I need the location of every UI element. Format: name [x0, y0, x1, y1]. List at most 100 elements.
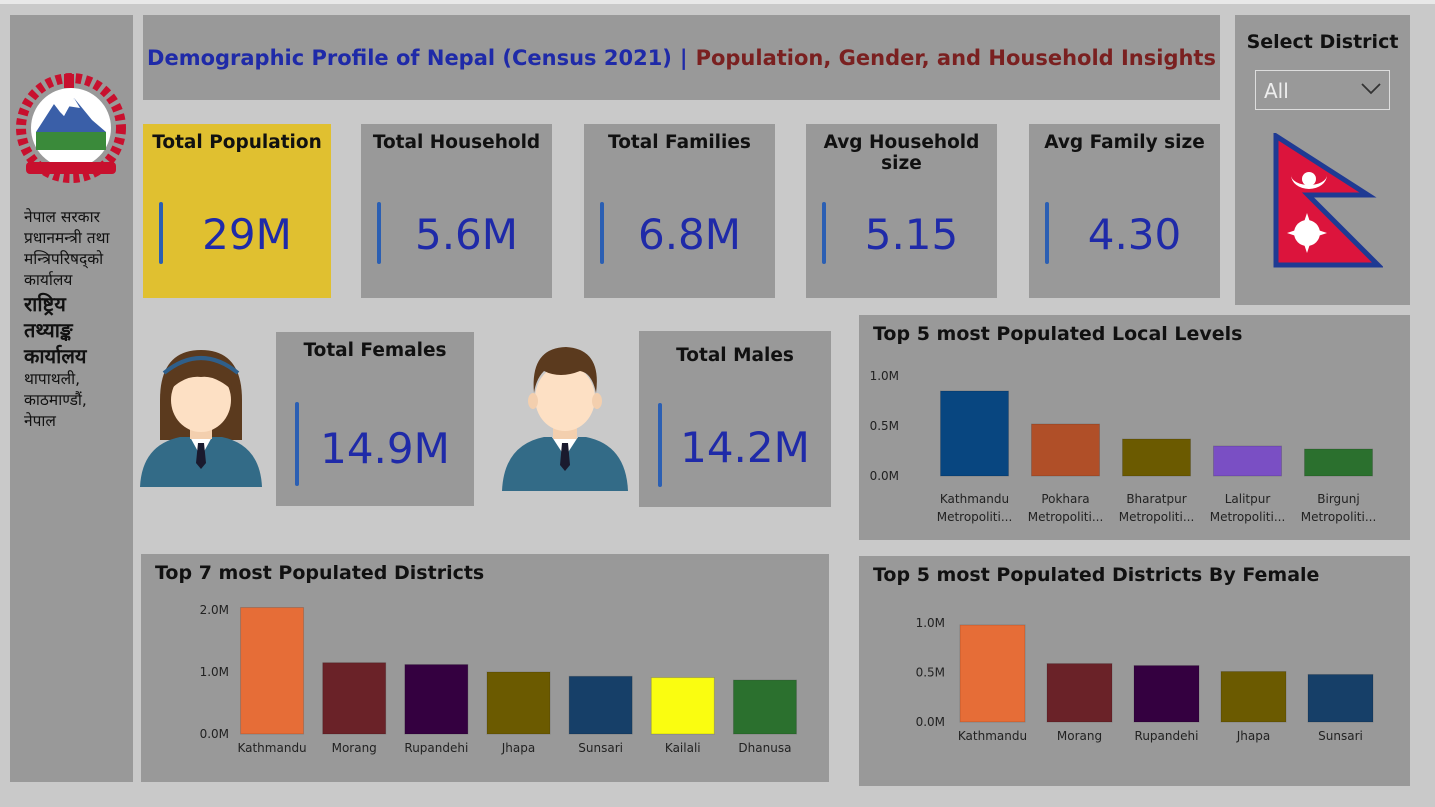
kpi-value: 14.9M [320, 424, 450, 473]
x-tick-label: Sunsari [578, 741, 623, 755]
title-main: Demographic Profile of Nepal (Census 202… [147, 45, 672, 70]
bar[interactable] [650, 677, 715, 735]
chart-title: Top 5 most Populated Districts By Female [873, 564, 1320, 586]
window-top-edge [0, 0, 1435, 4]
x-tick-label: Metropoliti... [1028, 510, 1104, 524]
office-line: प्रधानमन्त्री तथा [24, 229, 110, 247]
bar[interactable] [404, 664, 469, 735]
kpi-value: 5.15 [864, 210, 959, 259]
x-tick-label: Kailali [665, 741, 701, 755]
office-line: कार्यालय [24, 271, 73, 289]
kpi-value: 6.8M [637, 210, 742, 259]
x-tick-label: Jhapa [1236, 729, 1270, 743]
y-tick-label: 1.0M [200, 665, 229, 679]
bar[interactable] [732, 679, 797, 735]
bar[interactable] [1046, 663, 1113, 723]
kpi-label: Total Families [608, 132, 751, 153]
x-tick-label: Sunsari [1318, 729, 1363, 743]
left-sidebar: नेपाल सरकार प्रधानमन्त्री तथा मन्त्रिपरि… [10, 15, 133, 782]
bar[interactable] [1122, 438, 1191, 477]
office-line: नेपाल सरकार [24, 208, 100, 226]
bar[interactable] [240, 607, 305, 735]
bar[interactable] [322, 662, 387, 735]
address-line: थापाथली, [24, 370, 81, 388]
bar[interactable] [1220, 671, 1287, 723]
bar[interactable] [1031, 423, 1100, 477]
title-subtitle: Population, Gender, and Household Insigh… [695, 45, 1216, 70]
y-tick-label: 1.0M [870, 369, 899, 383]
y-tick-label: 0.5M [870, 419, 899, 433]
nepal-flag-icon [1273, 133, 1383, 268]
male-person-icon [502, 347, 628, 491]
y-tick-label: 0.5M [916, 666, 945, 680]
kpi-avg-household-size: Avg Household size 5.15 [806, 124, 997, 298]
y-tick-label: 0.0M [870, 469, 899, 483]
kpi-label: Avg Family size [1044, 132, 1205, 153]
district-filter-panel: Select District All [1235, 15, 1410, 305]
chart-plot: 0.0M 1.0M 2.0M Kathmandu Morang Rupandehi Jhap… [200, 603, 797, 755]
filter-label: Select District [1246, 31, 1399, 53]
x-tick-label: Metropoliti... [1119, 510, 1195, 524]
kpi-label: Total Household [372, 132, 541, 153]
kpi-value: 14.2M [680, 423, 810, 472]
kpi-value: 5.6M [414, 210, 519, 259]
address-line: नेपाल [24, 412, 56, 430]
x-tick-label: Rupandehi [1135, 729, 1199, 743]
dropdown-selected-value: All [1264, 79, 1289, 103]
bar[interactable] [568, 675, 633, 735]
x-tick-label: Jhapa [501, 741, 535, 755]
nepal-emblem-logo [16, 73, 126, 183]
bureau-name-line: राष्ट्रिय [24, 292, 66, 316]
bar[interactable] [959, 624, 1026, 723]
bureau-name-line: कार्यालय [24, 344, 87, 368]
kpi-value: 4.30 [1087, 210, 1182, 259]
y-tick-label: 0.0M [200, 727, 229, 741]
x-tick-label: Kathmandu [958, 729, 1027, 743]
kpi-total-household: Total Household 5.6M [361, 124, 552, 298]
office-name: नेपाल सरकार प्रधानमन्त्री तथा मन्त्रिपरि… [24, 207, 139, 432]
y-tick-label: 0.0M [916, 715, 945, 729]
y-tick-label: 2.0M [200, 603, 229, 617]
address-line: काठमाण्डौं, [24, 391, 87, 409]
kpi-total-families: Total Families 6.8M [584, 124, 775, 298]
chart-top-districts: Top 7 most Populated Districts 0.0M 1.0M 2… [141, 554, 829, 782]
kpi-accent-bar [600, 202, 604, 264]
x-tick-label: Metropoliti... [937, 510, 1013, 524]
x-tick-label: Kathmandu [237, 741, 306, 755]
district-dropdown[interactable]: All [1255, 70, 1390, 110]
kpi-label: Avg Household size [823, 132, 980, 174]
chart-plot: 0.0M 0.5M 1.0M Kathmandu Metropoliti... Pokha… [870, 369, 1377, 524]
kpi-accent-bar [159, 202, 163, 264]
kpi-accent-bar [822, 202, 826, 264]
x-tick-label: Bharatpur [1126, 492, 1186, 506]
kpi-label: Total Population [152, 132, 322, 153]
kpi-label: Total Females [303, 340, 447, 361]
bar[interactable] [1133, 665, 1200, 723]
x-tick-label: Morang [332, 741, 377, 755]
x-tick-label: Metropoliti... [1301, 510, 1377, 524]
x-tick-label: Pokhara [1041, 492, 1089, 506]
bar[interactable] [940, 390, 1009, 477]
chevron-down-icon [1361, 83, 1381, 95]
x-tick-label: Morang [1057, 729, 1102, 743]
bar[interactable] [1304, 448, 1373, 477]
kpi-accent-bar [295, 402, 299, 486]
x-tick-label: Dhanusa [738, 741, 791, 755]
title-separator: | [679, 45, 688, 70]
x-tick-label: Metropoliti... [1210, 510, 1286, 524]
kpi-total-males: Total Males 14.2M [639, 331, 831, 507]
kpi-accent-bar [658, 403, 662, 487]
bar[interactable] [1213, 445, 1282, 477]
kpi-total-females: Total Females 14.9M [276, 332, 474, 506]
bar[interactable] [1307, 673, 1374, 723]
kpi-label: Total Males [676, 345, 794, 366]
bar[interactable] [486, 671, 551, 735]
kpi-value: 29M [202, 210, 292, 259]
page-title: Demographic Profile of Nepal (Census 202… [143, 15, 1220, 100]
kpi-accent-bar [377, 202, 381, 264]
x-tick-label: Rupandehi [404, 741, 468, 755]
chart-title: Top 7 most Populated Districts [155, 562, 485, 584]
x-tick-label: Birgunj [1317, 492, 1359, 506]
x-tick-label: Lalitpur [1225, 492, 1271, 506]
chart-top-local-levels: Top 5 most Populated Local Levels 0.0M 0.… [859, 315, 1410, 540]
